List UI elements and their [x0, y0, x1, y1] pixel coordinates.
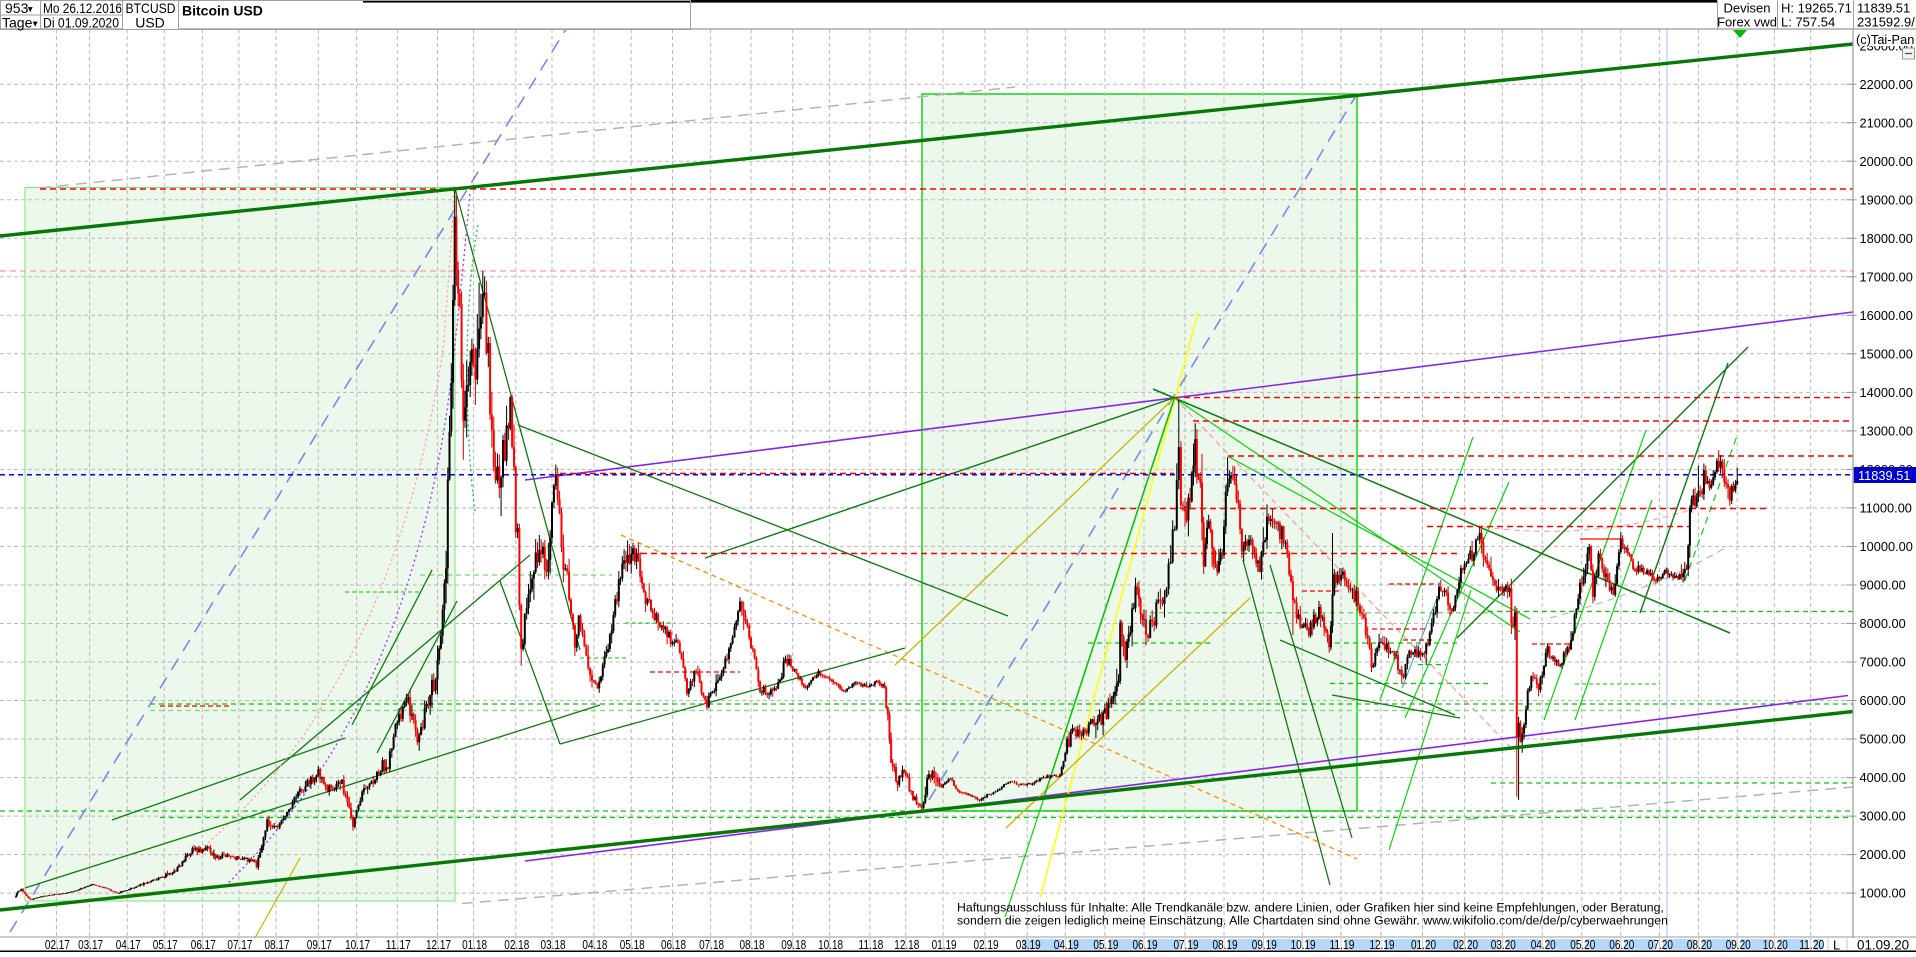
svg-text:11.18: 11.18: [858, 937, 883, 952]
svg-text:▼: ▼: [26, 4, 34, 14]
svg-text:09.19: 09.19: [1252, 937, 1277, 952]
svg-text:03.17: 03.17: [78, 937, 103, 952]
svg-text:01.09.20: 01.09.20: [1857, 938, 1909, 953]
svg-text:7000.00: 7000.00: [1860, 655, 1906, 670]
svg-text:Forex vwd: Forex vwd: [1717, 15, 1777, 30]
svg-text:Di 01.09.2020: Di 01.09.2020: [43, 15, 119, 31]
svg-text:2000.00: 2000.00: [1860, 847, 1906, 862]
svg-text:11839.51: 11839.51: [1858, 468, 1910, 483]
svg-text:Haftungsausschluss für Inhalte: Haftungsausschluss für Inhalte: Alle Tre…: [957, 901, 1664, 915]
svg-text:1000.00: 1000.00: [1860, 886, 1906, 901]
svg-text:21000.00: 21000.00: [1860, 115, 1913, 130]
svg-text:14000.00: 14000.00: [1860, 385, 1913, 400]
svg-text:10000.00: 10000.00: [1860, 539, 1913, 554]
svg-text:20000.00: 20000.00: [1860, 154, 1913, 169]
svg-text:03.18: 03.18: [541, 937, 566, 952]
svg-text:02.18: 02.18: [504, 937, 529, 952]
svg-text:08.20: 08.20: [1687, 937, 1712, 952]
svg-text:09.18: 09.18: [781, 937, 806, 952]
svg-text:11000.00: 11000.00: [1860, 501, 1912, 516]
svg-text:9000.00: 9000.00: [1860, 578, 1906, 593]
svg-text:07.18: 07.18: [699, 937, 724, 952]
svg-text:(c)Tai-Pan: (c)Tai-Pan: [1856, 32, 1914, 47]
svg-text:8000.00: 8000.00: [1860, 616, 1906, 631]
svg-text:15000.00: 15000.00: [1860, 346, 1913, 361]
svg-text:12.18: 12.18: [894, 937, 919, 952]
svg-text:04.19: 04.19: [1054, 937, 1079, 952]
svg-text:10.17: 10.17: [345, 937, 370, 952]
svg-text:11.20: 11.20: [1799, 937, 1824, 952]
svg-text:12.19: 12.19: [1370, 937, 1395, 952]
svg-text:01.19: 01.19: [932, 937, 957, 952]
svg-text:02.17: 02.17: [45, 937, 70, 952]
svg-text:03.19: 03.19: [1016, 937, 1041, 952]
svg-text:18000.00: 18000.00: [1860, 231, 1913, 246]
svg-text:Tage: Tage: [2, 15, 33, 31]
svg-text:02.20: 02.20: [1453, 937, 1478, 952]
svg-text:04.18: 04.18: [582, 937, 607, 952]
svg-text:07.19: 07.19: [1174, 937, 1199, 952]
svg-text:08.18: 08.18: [740, 937, 765, 952]
svg-text:953: 953: [5, 0, 29, 16]
svg-text:05.19: 05.19: [1093, 937, 1118, 952]
svg-text:4000.00: 4000.00: [1860, 770, 1906, 785]
svg-text:13000.00: 13000.00: [1860, 424, 1913, 439]
svg-text:231592.9/: 231592.9/: [1857, 15, 1915, 30]
svg-text:L: 757.54: L: 757.54: [1781, 15, 1835, 30]
svg-text:03.20: 03.20: [1491, 937, 1516, 952]
svg-text:06.19: 06.19: [1133, 937, 1158, 952]
svg-text:07.20: 07.20: [1648, 937, 1673, 952]
svg-text:▼: ▼: [31, 19, 39, 29]
svg-text:10.18: 10.18: [818, 937, 843, 952]
svg-text:10.20: 10.20: [1763, 937, 1788, 952]
svg-text:06.17: 06.17: [191, 937, 216, 952]
svg-text:04.17: 04.17: [116, 937, 141, 952]
svg-text:05.18: 05.18: [620, 937, 645, 952]
svg-text:09.20: 09.20: [1726, 937, 1751, 952]
svg-text:H: 19265.71: H: 19265.71: [1781, 1, 1852, 16]
svg-text:22000.00: 22000.00: [1860, 77, 1913, 92]
svg-text:11.19: 11.19: [1330, 937, 1355, 952]
svg-text:12.17: 12.17: [426, 937, 451, 952]
svg-text:02.19: 02.19: [974, 937, 999, 952]
svg-text:11839.51: 11839.51: [1857, 1, 1910, 16]
svg-text:Bitcoin USD: Bitcoin USD: [182, 3, 263, 19]
svg-text:16000.00: 16000.00: [1860, 308, 1913, 323]
svg-text:19000.00: 19000.00: [1860, 192, 1913, 207]
svg-text:USD: USD: [135, 15, 165, 31]
svg-text:17000.00: 17000.00: [1860, 269, 1913, 284]
svg-text:11.17: 11.17: [386, 937, 411, 952]
svg-text:sondern die zeigen lediglich m: sondern die zeigen lediglich meine Einsc…: [957, 914, 1668, 928]
svg-text:06.20: 06.20: [1609, 937, 1634, 952]
svg-text:08.19: 08.19: [1213, 937, 1238, 952]
svg-text:Devisen: Devisen: [1724, 1, 1771, 16]
svg-text:L: L: [1833, 938, 1840, 953]
svg-text:Mo 26.12.2016: Mo 26.12.2016: [43, 0, 122, 16]
svg-text:04.20: 04.20: [1531, 937, 1556, 952]
svg-text:3000.00: 3000.00: [1860, 809, 1906, 824]
svg-text:05.20: 05.20: [1570, 937, 1595, 952]
svg-text:07.17: 07.17: [227, 937, 252, 952]
svg-text:05.17: 05.17: [153, 937, 178, 952]
svg-text:6000.00: 6000.00: [1860, 693, 1906, 708]
svg-text:01.18: 01.18: [462, 937, 487, 952]
svg-text:5000.00: 5000.00: [1860, 732, 1906, 747]
svg-text:BTCUSD: BTCUSD: [126, 0, 176, 16]
svg-text:01.20: 01.20: [1411, 937, 1436, 952]
svg-text:08.17: 08.17: [265, 937, 290, 952]
svg-text:06.18: 06.18: [661, 937, 686, 952]
svg-text:10.19: 10.19: [1291, 937, 1316, 952]
svg-text:09.17: 09.17: [307, 937, 332, 952]
